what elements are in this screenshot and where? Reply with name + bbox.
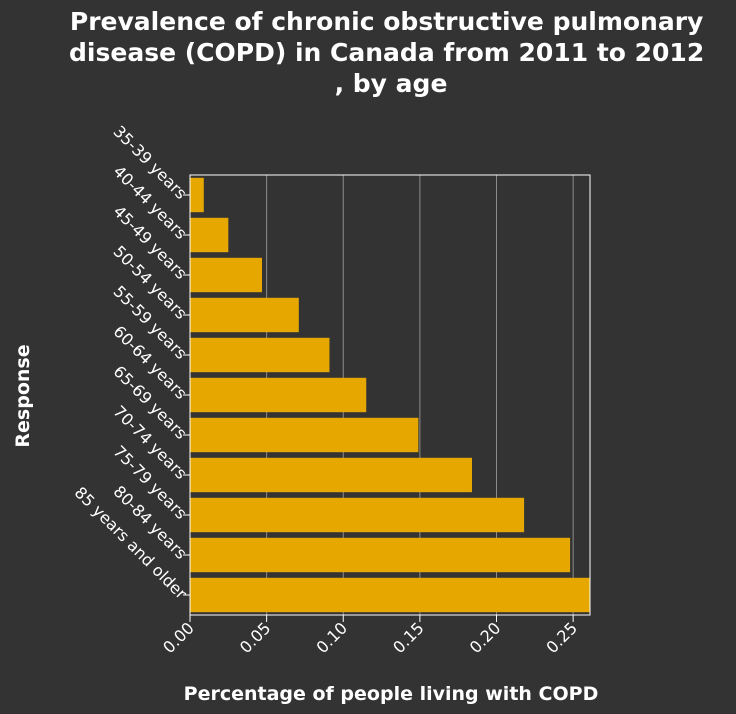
x-tick-label-1: 0.05 <box>236 618 275 657</box>
x-axis-label: Percentage of people living with COPD <box>184 683 599 705</box>
bar-3 <box>190 297 299 333</box>
x-tick-label-3: 0.15 <box>389 618 428 657</box>
bar-5 <box>190 377 367 413</box>
bar-8 <box>190 497 525 533</box>
bar-1 <box>190 217 229 253</box>
x-tick-label-4: 0.20 <box>466 618 505 657</box>
bar-4 <box>190 337 330 373</box>
bar-10 <box>190 577 590 613</box>
bar-2 <box>190 257 263 293</box>
chart-title-line-3: , by age <box>335 69 448 98</box>
chart-title-line-1: Prevalence of chronic obstructive pulmon… <box>70 7 703 36</box>
y-axis-label: Response <box>12 344 34 447</box>
bar-0 <box>190 177 204 213</box>
bar-9 <box>190 537 571 573</box>
bar-7 <box>190 457 472 493</box>
chart-title: Prevalence of chronic obstructive pulmon… <box>69 7 713 98</box>
chart-title-line-2: disease (COPD) in Canada from 2011 to 20… <box>69 38 704 67</box>
bar-6 <box>190 417 419 453</box>
x-tick-label-5: 0.25 <box>542 618 581 657</box>
x-tick-label-0: 0.00 <box>159 618 198 657</box>
x-tick-label-2: 0.10 <box>312 618 351 657</box>
